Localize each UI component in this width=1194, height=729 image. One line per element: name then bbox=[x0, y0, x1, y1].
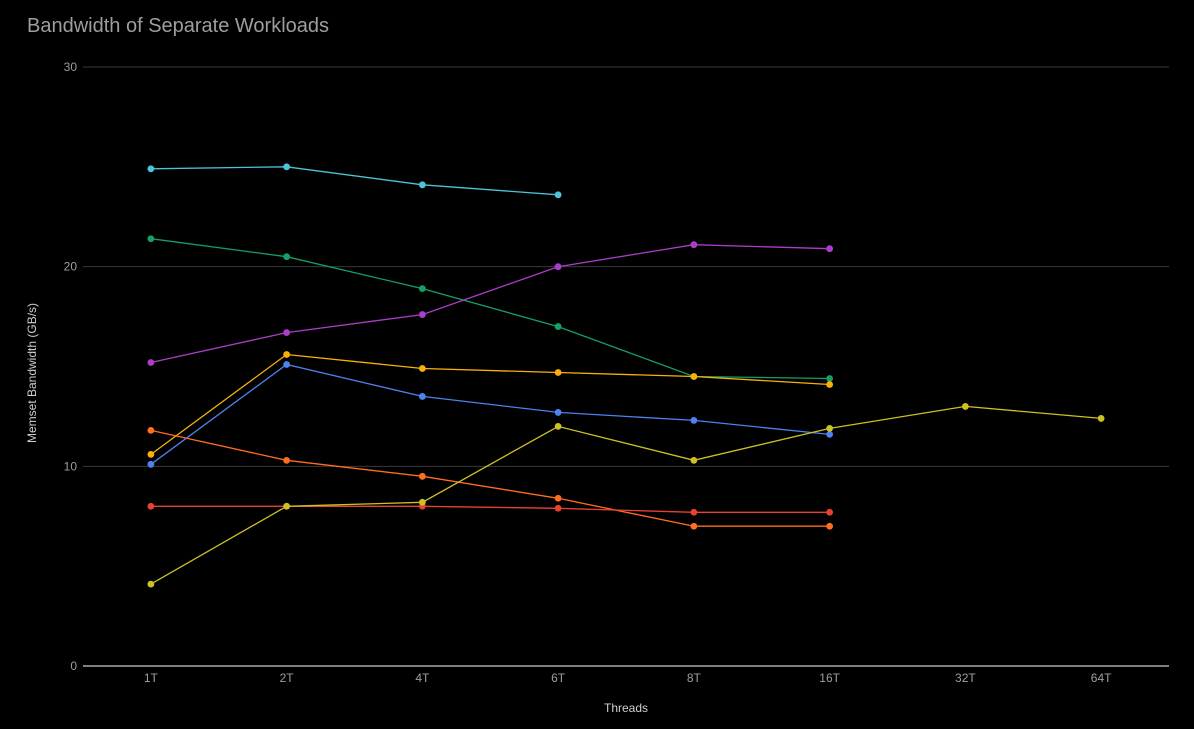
data-point bbox=[961, 403, 969, 410]
series-4 bbox=[147, 351, 834, 458]
y-tick-label: 20 bbox=[64, 260, 78, 274]
data-point bbox=[554, 191, 562, 199]
data-point bbox=[826, 430, 834, 438]
data-point bbox=[554, 263, 562, 271]
data-point bbox=[418, 311, 426, 318]
data-point bbox=[147, 450, 155, 458]
x-tick-label: 2T bbox=[280, 671, 295, 685]
data-point bbox=[147, 359, 155, 366]
data-point bbox=[283, 361, 291, 368]
series-group bbox=[147, 163, 1105, 588]
data-point bbox=[554, 504, 562, 512]
data-point bbox=[826, 522, 834, 530]
data-point bbox=[554, 323, 562, 330]
series-line bbox=[150, 505, 830, 513]
data-point bbox=[554, 494, 562, 502]
data-point bbox=[418, 393, 426, 400]
y-axis-title: Memset Bandwidth (GB/s) bbox=[25, 303, 39, 443]
series-3 bbox=[147, 241, 834, 366]
series-line bbox=[150, 244, 830, 364]
data-point bbox=[283, 456, 291, 464]
x-tick-label: 16T bbox=[819, 671, 840, 685]
data-point bbox=[826, 424, 834, 432]
x-tick-label: 1T bbox=[144, 671, 159, 685]
series-8 bbox=[147, 403, 1105, 588]
series-1 bbox=[147, 163, 562, 199]
series-line bbox=[150, 238, 830, 380]
series-line bbox=[150, 166, 559, 196]
data-point bbox=[690, 373, 698, 380]
x-tick-label: 6T bbox=[551, 671, 566, 685]
data-point bbox=[690, 241, 698, 249]
y-axis-ticks: 0 10 20 30 bbox=[64, 60, 78, 673]
data-point bbox=[147, 460, 155, 468]
x-tick-label: 8T bbox=[687, 671, 702, 685]
y-tick-label: 30 bbox=[64, 60, 78, 74]
data-point bbox=[690, 508, 698, 516]
data-point bbox=[826, 381, 834, 388]
series-line bbox=[150, 429, 830, 527]
x-axis-ticks: 1T 2T 4T 6T 8T 16T 32T 64T bbox=[144, 671, 1112, 685]
data-point bbox=[283, 253, 291, 261]
data-point bbox=[554, 409, 562, 416]
series-6 bbox=[147, 426, 834, 530]
series-2 bbox=[147, 235, 834, 382]
chart-title: Bandwidth of Separate Workloads bbox=[27, 15, 329, 37]
data-point bbox=[283, 502, 291, 510]
data-point bbox=[418, 472, 426, 480]
data-point bbox=[554, 423, 562, 430]
data-point bbox=[418, 365, 426, 372]
data-point bbox=[418, 181, 426, 189]
series-7 bbox=[147, 502, 834, 516]
data-point bbox=[147, 502, 155, 510]
x-tick-label: 64T bbox=[1091, 671, 1112, 685]
x-axis-title: Threads bbox=[604, 701, 648, 715]
data-point bbox=[147, 426, 155, 434]
series-5 bbox=[147, 361, 834, 468]
data-point bbox=[147, 165, 155, 173]
data-point bbox=[826, 375, 834, 382]
data-point bbox=[690, 522, 698, 530]
data-point bbox=[826, 245, 834, 253]
y-tick-label: 0 bbox=[70, 659, 77, 673]
data-point bbox=[283, 351, 291, 358]
data-point bbox=[554, 369, 562, 376]
y-tick-label: 10 bbox=[64, 459, 78, 473]
data-point bbox=[147, 235, 155, 243]
data-point bbox=[418, 285, 426, 293]
series-line bbox=[150, 405, 1102, 585]
data-point bbox=[147, 580, 155, 588]
x-tick-label: 4T bbox=[415, 671, 430, 685]
data-point bbox=[690, 417, 698, 424]
gridlines bbox=[83, 66, 1169, 667]
data-point bbox=[690, 456, 698, 464]
data-point bbox=[826, 508, 834, 516]
series-line bbox=[150, 353, 830, 455]
data-point bbox=[418, 498, 426, 506]
x-tick-label: 32T bbox=[955, 671, 976, 685]
data-point bbox=[283, 163, 291, 171]
data-point bbox=[1097, 415, 1105, 422]
series-line bbox=[150, 363, 830, 465]
data-point bbox=[283, 329, 291, 336]
